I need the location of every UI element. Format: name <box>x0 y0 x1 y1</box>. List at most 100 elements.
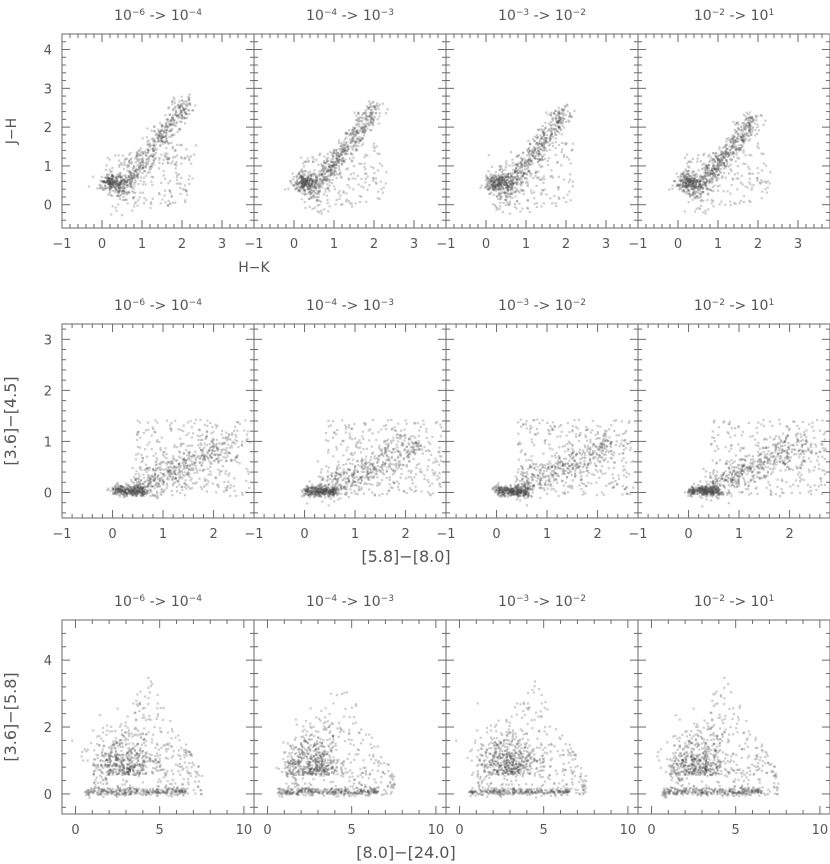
data-point <box>735 122 738 125</box>
data-point <box>147 428 150 431</box>
data-point <box>338 159 341 162</box>
data-point <box>183 116 187 120</box>
data-point <box>146 157 149 161</box>
data-point <box>489 178 492 181</box>
data-point <box>494 187 498 191</box>
data-point <box>518 178 521 181</box>
data-point <box>159 461 163 464</box>
data-point <box>205 444 208 447</box>
data-point <box>167 142 170 145</box>
data-point <box>538 142 541 145</box>
data-point <box>183 157 186 160</box>
data-point <box>506 192 509 195</box>
data-point <box>732 152 735 155</box>
data-point <box>498 184 501 187</box>
data-point <box>355 129 358 132</box>
data-point <box>320 212 323 215</box>
data-point <box>169 475 172 478</box>
data-point <box>133 492 136 495</box>
y-axis-label: J−H <box>4 118 20 145</box>
data-point <box>317 195 320 199</box>
data-point <box>371 124 374 127</box>
data-point <box>516 178 519 181</box>
data-point <box>138 158 142 161</box>
data-point <box>339 144 342 147</box>
data-point <box>375 145 378 148</box>
data-point <box>534 174 537 178</box>
data-point <box>220 449 223 452</box>
data-point <box>157 482 160 485</box>
data-point <box>354 142 357 145</box>
data-point <box>110 177 114 180</box>
data-point <box>167 120 170 123</box>
data-point <box>135 494 138 497</box>
data-point <box>161 137 164 140</box>
data-point <box>119 488 122 491</box>
data-point <box>112 175 115 178</box>
data-point <box>527 166 530 169</box>
data-point <box>550 169 553 172</box>
data-point <box>166 126 169 129</box>
data-point <box>215 446 218 449</box>
data-point <box>347 147 350 150</box>
data-point <box>550 133 553 136</box>
data-point <box>346 141 349 144</box>
data-point <box>332 170 335 173</box>
data-point <box>231 432 234 435</box>
data-point <box>705 181 708 184</box>
data-point <box>372 167 375 170</box>
data-point <box>132 176 135 180</box>
data-point <box>751 127 754 130</box>
data-point <box>313 169 316 172</box>
data-point <box>679 178 682 181</box>
data-point <box>493 179 496 182</box>
data-point <box>748 122 751 125</box>
data-point <box>743 125 746 128</box>
data-point <box>351 133 354 136</box>
data-point <box>196 471 199 474</box>
data-point <box>301 176 304 179</box>
data-point <box>169 128 172 131</box>
data-point <box>245 467 248 470</box>
data-point <box>128 486 131 489</box>
data-point <box>225 452 228 455</box>
data-point <box>745 111 748 114</box>
data-point <box>163 131 166 134</box>
data-point <box>110 186 113 189</box>
data-point <box>137 488 140 491</box>
data-point <box>558 115 561 118</box>
data-point <box>693 174 696 177</box>
data-point <box>107 182 110 185</box>
data-point <box>180 114 183 117</box>
data-point <box>220 433 223 436</box>
data-point <box>735 145 738 148</box>
data-point <box>364 130 367 133</box>
data-point <box>334 173 337 176</box>
data-point <box>176 130 179 133</box>
data-point <box>147 162 150 165</box>
data-point <box>491 203 495 206</box>
data-point <box>494 181 497 184</box>
data-point <box>358 200 361 204</box>
data-point <box>541 137 544 141</box>
data-point <box>509 183 512 186</box>
data-point <box>153 141 156 144</box>
data-point <box>147 157 150 160</box>
data-point <box>373 147 376 150</box>
data-point <box>117 175 120 178</box>
data-point <box>687 172 690 175</box>
data-point <box>221 436 225 439</box>
data-point <box>328 174 331 177</box>
data-point <box>311 180 315 183</box>
data-point <box>696 160 699 163</box>
data-point <box>146 148 149 151</box>
data-point <box>191 109 194 112</box>
data-point <box>115 483 118 486</box>
data-point <box>152 479 156 482</box>
data-point <box>734 149 737 152</box>
data-point <box>352 156 355 159</box>
data-point <box>704 183 707 186</box>
data-point <box>98 186 101 189</box>
data-point <box>339 144 342 148</box>
data-point <box>112 183 115 186</box>
